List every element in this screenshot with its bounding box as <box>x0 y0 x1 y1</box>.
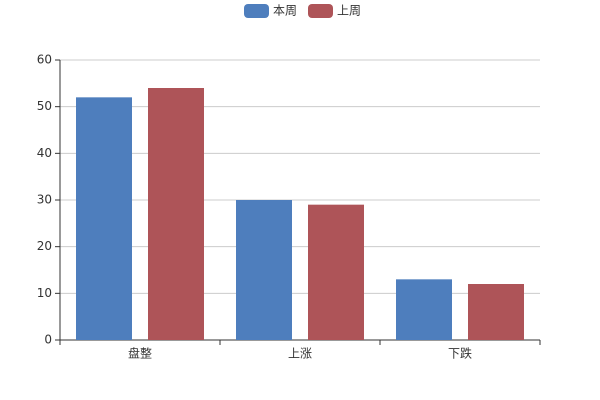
y-tick-label: 30 <box>37 193 52 207</box>
y-tick-label: 0 <box>44 333 52 347</box>
x-tick-label: 上涨 <box>288 346 312 361</box>
y-tick-label: 40 <box>37 146 52 160</box>
bar <box>396 279 452 340</box>
legend-swatch <box>244 4 269 18</box>
bar <box>468 284 524 340</box>
legend-swatch <box>308 4 333 18</box>
bar <box>308 204 364 340</box>
y-tick-label: 60 <box>37 53 52 67</box>
y-tick-label: 20 <box>37 239 52 253</box>
y-tick-label: 50 <box>37 99 52 113</box>
bar <box>236 200 292 340</box>
bar <box>76 97 132 340</box>
bar <box>148 88 204 340</box>
x-tick-label: 盘整 <box>128 346 152 361</box>
x-tick-label: 下跌 <box>448 346 472 361</box>
legend-label: 本周 <box>273 4 297 18</box>
legend-label: 上周 <box>337 4 361 18</box>
y-tick-label: 10 <box>37 286 52 300</box>
